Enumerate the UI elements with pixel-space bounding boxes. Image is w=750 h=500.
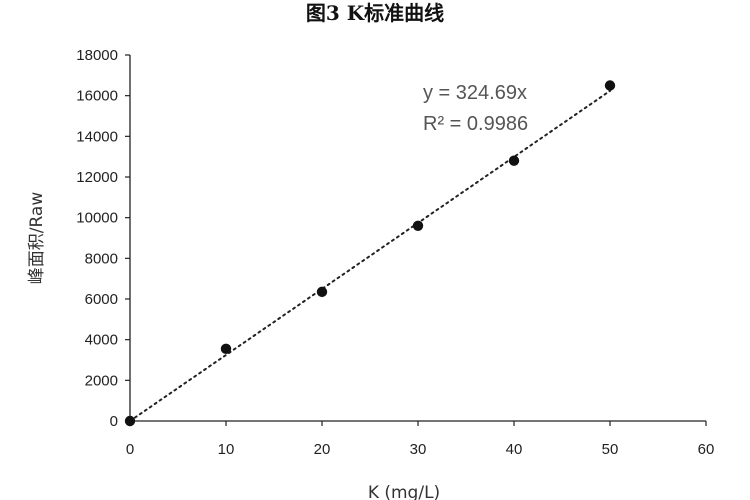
trendline [129,89,611,422]
axes [129,55,706,422]
trendline-equation: y = 324.69x [423,82,527,104]
data-point [316,286,328,298]
y-tick-label: 4000 [85,332,118,349]
y-tick-label: 18000 [76,47,118,64]
y-tick-label: 8000 [85,250,118,267]
y-tick-label: 16000 [76,88,118,105]
chart-title: 图3 K标准曲线 [306,1,444,25]
y-axis-title: 峰面积/Raw [27,192,47,285]
x-tick-label: 60 [698,441,715,458]
x-axis-ticks: 0 10 20 30 40 50 60 [126,421,715,458]
y-tick-label: 14000 [76,128,118,145]
y-tick-label: 6000 [85,291,118,308]
trendline-r-squared: R² = 0.9986 [423,113,528,135]
data-point [220,343,232,355]
x-axis-title: K (mg/L) [368,483,440,500]
trendline-group [129,89,611,422]
x-tick-label: 0 [126,441,134,458]
y-tick-label: 10000 [76,210,118,227]
y-axis-ticks: 0 2000 4000 6000 8000 10000 12000 14000 16000 180… [76,47,130,430]
x-tick-label: 30 [410,441,427,458]
x-tick-label: 20 [314,441,331,458]
x-tick-label: 10 [218,441,235,458]
data-point [604,80,616,91]
data-point [412,220,424,231]
y-tick-label: 12000 [76,169,118,186]
x-tick-label: 50 [602,441,619,458]
data-points [124,80,616,427]
x-tick-label: 40 [506,441,523,458]
data-point [508,155,520,166]
data-point [124,415,136,427]
y-tick-label: 2000 [85,372,118,389]
y-tick-label: 0 [110,413,118,430]
